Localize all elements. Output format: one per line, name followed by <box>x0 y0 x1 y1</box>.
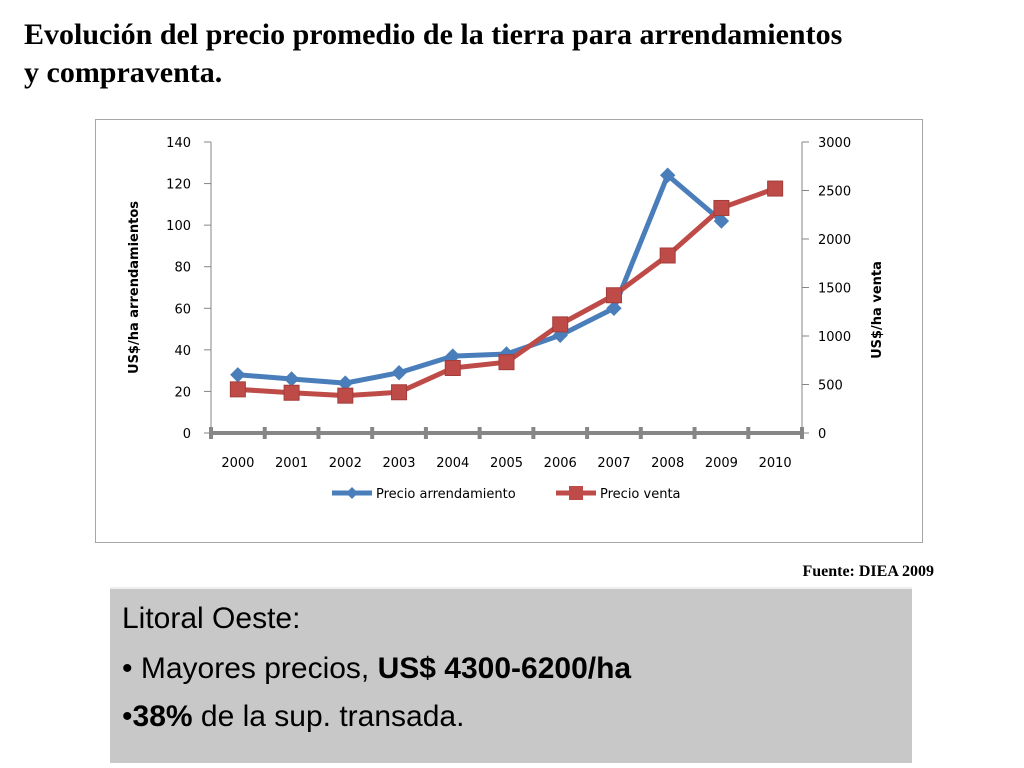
series-line-1 <box>235 172 724 386</box>
series-1-point <box>283 371 300 387</box>
info-bullet-2: •38% de la sup. transada. <box>122 699 900 735</box>
series-2-point <box>713 199 730 216</box>
y-right-tick-label: 1000 <box>818 330 851 345</box>
series-2-point <box>337 387 354 404</box>
chart-series <box>229 167 784 404</box>
y-right-tick-label: 2000 <box>818 233 851 248</box>
y-left-tick-label: 120 <box>166 178 191 193</box>
line-chart: 0 20 40 60 80 100 120 140 0 500 1000 1500 2000 2500 30… <box>127 136 885 502</box>
bullet-2-marker: • <box>122 700 133 733</box>
bullet-1-price-range: US$ 4300-6200 <box>377 652 588 685</box>
source-note: Fuente: DIEA 2009 <box>802 563 934 580</box>
x-tick-label: 2008 <box>651 456 684 471</box>
legend-item-2: Precio venta <box>556 486 681 502</box>
y-left-tick-label: 100 <box>166 219 191 234</box>
series-2-point <box>229 381 246 398</box>
info-heading: Litoral Oeste: <box>122 602 301 635</box>
x-tick-label: 2000 <box>221 456 254 471</box>
series-1-point <box>713 213 730 229</box>
y-left-tick-label: 0 <box>183 427 191 442</box>
y-left-tick-label: 60 <box>174 302 191 317</box>
x-tick-label: 2001 <box>275 456 308 471</box>
page-title: Evolución del precio promedio de la tier… <box>24 16 984 92</box>
bullet-1-unit: /ha <box>587 652 632 685</box>
series-1-point <box>659 167 676 183</box>
y-right-axis-title: US$/ha venta <box>870 261 885 359</box>
chart-axes <box>204 141 809 439</box>
series-1-point <box>391 365 407 381</box>
legend-marker <box>569 486 583 500</box>
bullet-1-text: • Mayores precios, <box>122 652 378 685</box>
x-tick-label: 2009 <box>705 456 738 471</box>
series-2-point <box>283 384 300 401</box>
legend-item-1: Precio arrendamiento <box>332 487 516 502</box>
y-right-tick-label: 1500 <box>818 282 851 297</box>
chart-frame: 0 20 40 60 80 100 120 140 0 500 1000 1500 2000 2500 30… <box>95 119 923 543</box>
x-tick-label: 2006 <box>544 456 577 471</box>
x-tick-label: 2004 <box>436 456 469 471</box>
y-left-axis-title: US$/ha arrendamientos <box>127 201 142 374</box>
legend-label: Precio venta <box>600 487 681 502</box>
legend-marker <box>346 487 358 499</box>
series-1-point <box>606 300 622 316</box>
series-2-point <box>552 316 569 333</box>
series-2-point <box>391 384 408 401</box>
info-box: Litoral Oeste: • Mayores precios, US$ 43… <box>110 587 912 763</box>
bullet-2-text: de la sup. transada. <box>192 700 465 733</box>
title-line-1: Evolución del precio promedio de la tier… <box>24 18 843 51</box>
series-2-point <box>498 354 515 371</box>
y-right-tick-label: 0 <box>818 427 826 442</box>
bullet-2-percent: 38% <box>132 700 193 733</box>
chart-legend: Precio arrendamiento Precio venta <box>332 486 681 502</box>
x-tick-label: 2005 <box>490 456 523 471</box>
y-right-tick-label: 500 <box>818 379 843 394</box>
y-left-tick-label: 20 <box>174 385 191 400</box>
y-right-tick-label: 3000 <box>818 136 851 151</box>
x-tick-label: 2010 <box>759 456 792 471</box>
y-left-tick-label: 40 <box>174 344 191 359</box>
series-2-point <box>659 247 676 264</box>
series-1-point <box>230 367 246 383</box>
y-left-tick-label: 80 <box>174 261 191 276</box>
series-2-point <box>767 180 784 197</box>
y-left-tick-label: 140 <box>166 136 191 151</box>
y-right-tick-label: 2500 <box>818 185 851 200</box>
series-2-point <box>444 360 461 377</box>
x-tick-label: 2007 <box>597 456 630 471</box>
chart-labels: 0 20 40 60 80 100 120 140 0 500 1000 1500 2000 2500 30… <box>127 136 885 471</box>
x-tick-label: 2002 <box>329 456 362 471</box>
info-bullet-1: • Mayores precios, US$ 4300-6200/ha <box>122 651 900 687</box>
legend-label: Precio arrendamiento <box>376 487 516 502</box>
series-2-point <box>605 287 622 304</box>
title-line-2: y compraventa. <box>24 56 223 89</box>
x-tick-label: 2003 <box>382 456 415 471</box>
